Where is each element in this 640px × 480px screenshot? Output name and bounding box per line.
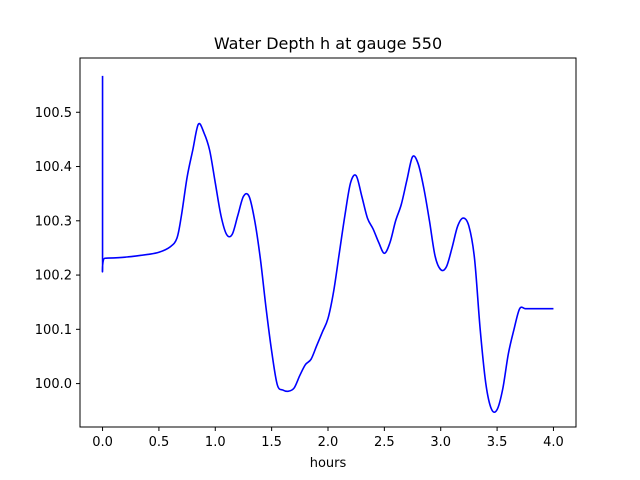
y-tick-label: 100.4 [35, 160, 72, 175]
x-axis: 0.0 0.5 1.0 1.5 2.0 2.5 3.0 3.5 4.0 [92, 427, 564, 450]
y-tick-label: 100.2 [35, 269, 72, 284]
series-line-0 [101, 75, 554, 414]
chart-title: Water Depth h at gauge 550 [214, 34, 442, 53]
x-tick-label: 0.5 [149, 435, 170, 450]
y-tick-label: 100.5 [35, 106, 72, 121]
x-tick-label: 3.5 [487, 435, 508, 450]
x-tick-label: 2.5 [374, 435, 395, 450]
plot-frame [79, 57, 577, 428]
x-axis-label: hours [310, 456, 347, 471]
plot-area [101, 75, 554, 414]
y-axis: 100.0 100.1 100.2 100.3 100.4 100.5 [35, 106, 80, 392]
x-tick-label: 1.0 [205, 435, 226, 450]
x-tick-label: 0.0 [92, 435, 113, 450]
x-tick-label: 3.0 [430, 435, 451, 450]
y-tick-label: 100.3 [35, 214, 72, 229]
x-tick-label: 4.0 [543, 435, 564, 450]
x-tick-label: 2.0 [318, 435, 339, 450]
x-tick-label: 1.5 [261, 435, 282, 450]
y-tick-label: 100.1 [35, 323, 72, 338]
y-tick-label: 100.0 [35, 377, 72, 392]
